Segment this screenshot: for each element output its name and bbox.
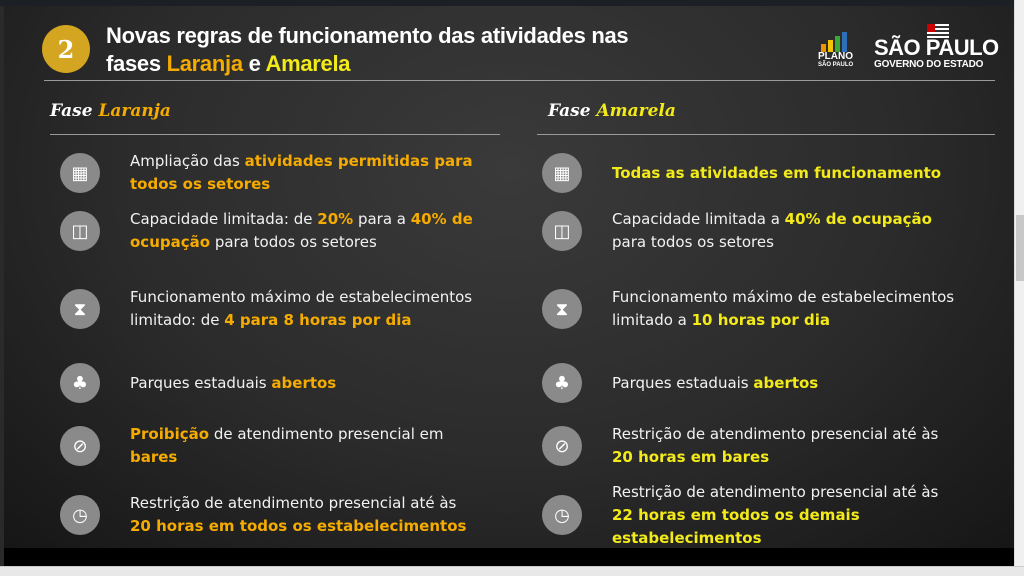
logo-gov-text: GOVERNO DO ESTADO: [874, 59, 984, 70]
title-line-1: Novas regras de funcionamento das ativid…: [106, 23, 629, 48]
rule-text: Restrição de atendimento presencial até …: [130, 492, 480, 538]
highlight-text: 22 horas em todos os demais estabelecime…: [612, 505, 860, 547]
highlight-text: atividades permitidas para todos os seto…: [130, 152, 473, 193]
title-e: e: [242, 51, 266, 76]
amarela-divider: [537, 134, 995, 135]
tree-icon: ♣: [60, 363, 100, 403]
horizontal-scrollbar[interactable]: [0, 566, 1024, 576]
title-line-2: fases Laranja e Amarela: [106, 50, 628, 78]
highlight-text: 40% de ocupação: [784, 210, 932, 228]
rule-item: ⧗ Funcionamento máximo de estabelecimento…: [60, 286, 480, 332]
rule-item: ▦ Todas as atividades em funcionamento: [542, 150, 962, 196]
bars-icon: [821, 32, 860, 52]
rule-text-segment: Ampliação das: [130, 152, 245, 170]
rule-item: ◷ Restrição de atendimento presencial até…: [542, 483, 962, 547]
slide: [4, 6, 1014, 548]
rule-text-segment: Parques estaduais: [612, 373, 754, 392]
rule-text: Parques estaduais abertos: [130, 372, 480, 395]
title-laranja: Laranja: [166, 51, 243, 76]
sp-flag-icon: [927, 24, 949, 38]
rule-text: Ampliação das atividades permitidas para…: [130, 150, 480, 196]
clock-icon: ◷: [542, 495, 582, 535]
no-bar-icon: ⊘: [542, 426, 582, 466]
no-bar-icon: ⊘: [60, 426, 100, 466]
rule-text: Todas as atividades em funcionamento: [612, 162, 962, 185]
rule-text-segment: de atendimento presencial em: [209, 425, 444, 443]
rule-text-segment: Restrição de atendimento presencial até …: [612, 425, 939, 443]
rule-text-segment: Funcionamento máximo de estabelecimentos…: [130, 288, 473, 329]
highlight-text: abertos: [753, 373, 819, 392]
clock-icon: ◷: [60, 495, 100, 535]
highlight-text: Proibição: [130, 425, 210, 443]
logo-sp-text: SÃO PAULO: [874, 35, 999, 60]
title-fases: fases: [106, 51, 167, 76]
rule-text: Funcionamento máximo de estabelecimentos…: [130, 286, 480, 332]
phase-heading-laranja: Fase Laranja: [50, 101, 171, 121]
rule-text-segment: para todos os setores: [210, 233, 377, 251]
grid-icon: ▦: [542, 153, 582, 193]
highlight-text: abertos: [271, 373, 337, 392]
slide-bottom-band: [4, 548, 1014, 566]
rule-text: Restrição de atendimento presencial até …: [612, 481, 962, 550]
rule-item: ⊘ Restrição de atendimento presencial até…: [542, 423, 962, 469]
rule-text: Capacidade limitada a 40% de ocupação pa…: [612, 208, 962, 254]
window-top-bar: [0, 0, 1014, 6]
rule-text: Capacidade limitada: de 20% para a 40% d…: [130, 208, 480, 254]
rule-text: Parques estaduais abertos: [612, 372, 962, 395]
rule-item: ◫ Capacidade limitada: de 20% para a 40% …: [60, 208, 480, 254]
capacity-icon: ◫: [542, 211, 582, 251]
highlight-text: 20 horas em bares: [612, 448, 770, 466]
rule-item: ♣ Parques estaduais abertos: [60, 360, 480, 406]
rule-item: ⊘ Proibição de atendimento presencial em …: [60, 423, 480, 469]
highlight-text: 20%: [317, 210, 354, 228]
highlight-text: bares: [130, 448, 178, 466]
highlight-text: 40% de ocupação: [130, 210, 473, 251]
rule-text-segment: para a: [353, 210, 411, 228]
rule-text-segment: Restrição de atendimento presencial até …: [130, 494, 457, 512]
phase-heading-amarela: Fase Amarela: [548, 101, 676, 121]
section-number-badge: 2: [42, 25, 90, 73]
tree-icon: ♣: [542, 363, 582, 403]
rule-text: Funcionamento máximo de estabelecimentos…: [612, 286, 962, 332]
rule-text: Restrição de atendimento presencial até …: [612, 423, 962, 469]
header-divider: [44, 80, 995, 81]
plano-sao-paulo-logo: PLANO SÃO PAULO: [818, 32, 860, 72]
rule-text-segment: Funcionamento máximo de estabelecimentos…: [612, 288, 955, 329]
slide-title: Novas regras de funcionamento das ativid…: [106, 22, 629, 78]
logo-plano-text: PLANO: [818, 51, 853, 62]
highlight-text: 4 para 8 horas por dia: [224, 311, 412, 329]
highlight-text: 10 horas por dia: [691, 311, 831, 329]
capacity-icon: ◫: [60, 211, 100, 251]
rule-text-segment: Capacidade limitada: de: [130, 210, 318, 228]
rule-item: ◷ Restrição de atendimento presencial até…: [60, 492, 480, 538]
logo-plano-sub: SÃO PAULO: [818, 62, 854, 68]
highlight-text: Todas as atividades em funcionamento: [612, 163, 942, 182]
hourglass-icon: ⧗: [60, 289, 100, 329]
laranja-divider: [50, 134, 500, 135]
rule-text: Proibição de atendimento presencial em b…: [130, 423, 480, 469]
rule-item: ◫ Capacidade limitada a 40% de ocupação p…: [542, 208, 962, 254]
governo-sp-logo: SÃO PAULO GOVERNO DO ESTADO: [874, 24, 999, 70]
grid-icon: ▦: [60, 153, 100, 193]
rule-item: ▦ Ampliação das atividades permitidas par…: [60, 150, 480, 196]
rule-text-segment: Capacidade limitada a: [612, 210, 785, 228]
rule-text-segment: para todos os setores: [612, 233, 774, 251]
title-amarela: Amarela: [265, 51, 351, 76]
rule-text-segment: Parques estaduais: [130, 373, 272, 392]
rule-item: ♣ Parques estaduais abertos: [542, 360, 962, 406]
rule-item: ⧗ Funcionamento máximo de estabelecimento…: [542, 286, 962, 332]
vertical-scroll-thumb[interactable]: [1016, 215, 1024, 281]
rule-text-segment: Restrição de atendimento presencial até …: [612, 482, 939, 501]
vertical-scrollbar[interactable]: [1014, 0, 1024, 566]
highlight-text: 20 horas em todos os estabelecimentos: [130, 517, 467, 535]
hourglass-icon: ⧗: [542, 289, 582, 329]
